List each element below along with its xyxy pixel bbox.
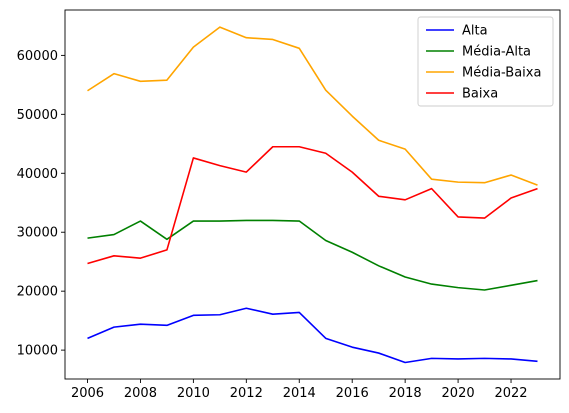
legend-box xyxy=(417,16,554,107)
x-tick-label: 2020 xyxy=(442,386,475,401)
y-tick-label: 50000 xyxy=(17,108,58,123)
axes: 2006 2008 2010 2012 2014 2016 2018 2020 2022 1000… xyxy=(17,9,561,401)
series-line-0 xyxy=(87,307,538,364)
series-lines xyxy=(87,26,538,364)
series-line-1 xyxy=(87,219,538,291)
legend-label: Média-Alta xyxy=(462,45,531,60)
x-tick-label: 2012 xyxy=(230,386,263,401)
legend: Alta Média-Alta Média-Baixa Baixa xyxy=(417,16,554,107)
legend-label: Alta xyxy=(462,24,488,39)
y-tick-label: 10000 xyxy=(17,344,58,359)
series-line-3 xyxy=(87,145,538,265)
series-line-2 xyxy=(87,26,538,186)
x-tick-label: 2016 xyxy=(336,386,369,401)
x-tick-label: 2008 xyxy=(124,386,157,401)
x-tick-label: 2006 xyxy=(71,386,104,401)
y-tick-label: 40000 xyxy=(17,167,58,182)
x-tick-label: 2018 xyxy=(389,386,422,401)
x-tick-label: 2014 xyxy=(283,386,316,401)
legend-label: Média-Baixa xyxy=(462,66,541,81)
y-tick-label: 20000 xyxy=(17,285,58,300)
legend-label: Baixa xyxy=(462,87,498,102)
x-tick-label: 2010 xyxy=(177,386,210,401)
x-tick-label: 2022 xyxy=(494,386,527,401)
y-tick-label: 60000 xyxy=(17,49,58,64)
y-tick-label: 30000 xyxy=(17,226,58,241)
axes-frame xyxy=(64,9,561,380)
